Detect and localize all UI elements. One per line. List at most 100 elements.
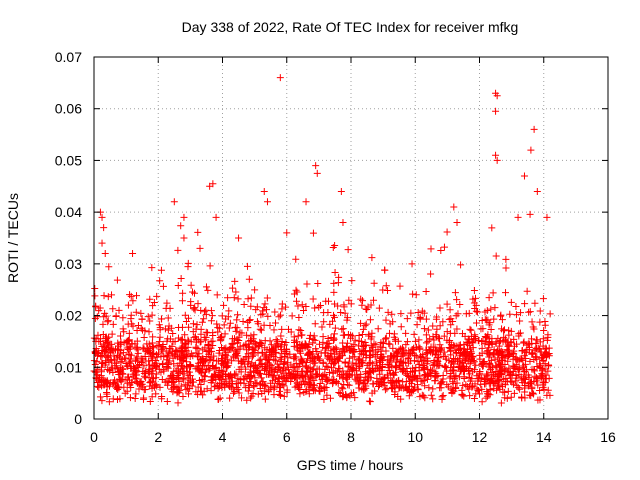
data-point: [100, 292, 108, 300]
data-point: [100, 313, 108, 321]
data-point: [322, 344, 330, 352]
data-point: [502, 377, 510, 385]
data-point: [244, 350, 252, 358]
data-point: [197, 330, 205, 338]
data-point: [538, 372, 546, 380]
data-point: [265, 356, 273, 364]
data-point: [539, 335, 547, 343]
data-point: [280, 382, 288, 390]
data-point: [99, 330, 107, 338]
data-point: [498, 316, 506, 324]
data-point: [146, 295, 154, 303]
data-point: [337, 309, 345, 317]
data-point: [545, 361, 553, 369]
data-point: [412, 291, 420, 299]
data-point: [255, 369, 263, 377]
data-point: [214, 324, 222, 332]
data-point: [453, 379, 461, 387]
data-point: [148, 264, 156, 272]
data-point: [126, 345, 134, 353]
data-point: [235, 337, 243, 345]
data-point: [238, 329, 246, 337]
data-point: [451, 289, 459, 297]
x-tick-label: 10: [407, 429, 423, 445]
data-point: [243, 375, 251, 383]
data-point: [117, 338, 125, 346]
data-point: [361, 373, 369, 381]
data-point: [261, 366, 269, 374]
data-point: [272, 342, 280, 350]
data-point: [429, 322, 437, 330]
data-point: [526, 308, 534, 316]
data-point: [200, 333, 208, 341]
data-point: [184, 343, 192, 351]
data-point: [455, 347, 463, 355]
data-point: [270, 326, 278, 334]
data-point: [323, 340, 331, 348]
data-point: [418, 307, 426, 315]
data-point: [98, 213, 106, 221]
data-point: [309, 229, 317, 237]
data-point: [170, 360, 178, 368]
data-point: [129, 322, 137, 330]
data-point: [335, 389, 343, 397]
data-point: [334, 302, 342, 310]
data-point: [389, 318, 397, 326]
data-point: [400, 366, 408, 374]
data-point: [277, 332, 285, 340]
data-point: [358, 346, 366, 354]
data-point: [357, 338, 365, 346]
data-point: [331, 242, 339, 250]
x-tick-label: 14: [536, 429, 552, 445]
data-point: [478, 344, 486, 352]
data-point: [340, 348, 348, 356]
data-point: [131, 340, 139, 348]
data-point: [259, 349, 267, 357]
data-point: [132, 308, 140, 316]
data-point: [195, 377, 203, 385]
data-point: [316, 356, 324, 364]
data-point: [510, 347, 518, 355]
data-point: [487, 325, 495, 333]
data-point: [344, 246, 352, 254]
data-point: [203, 353, 211, 361]
data-point: [368, 333, 376, 341]
data-point: [276, 74, 284, 82]
data-point: [309, 350, 317, 358]
data-point: [443, 328, 451, 336]
data-point: [506, 368, 514, 376]
data-point: [407, 374, 415, 382]
data-point: [398, 344, 406, 352]
data-point: [206, 262, 214, 270]
data-point: [370, 279, 378, 287]
data-point: [539, 379, 547, 387]
data-point: [476, 374, 484, 382]
x-tick-label: 4: [219, 429, 227, 445]
data-point: [99, 341, 107, 349]
data-point: [443, 228, 451, 236]
data-point: [397, 310, 405, 318]
data-point: [443, 381, 451, 389]
data-point: [454, 310, 462, 318]
data-point: [111, 379, 119, 387]
data-point: [288, 312, 296, 320]
data-point: [488, 368, 496, 376]
data-point: [492, 151, 500, 159]
data-point: [450, 341, 458, 349]
data-point: [490, 315, 498, 323]
data-point: [365, 360, 373, 368]
data-point: [473, 385, 481, 393]
data-point: [232, 370, 240, 378]
data-point: [523, 366, 531, 374]
data-point: [164, 314, 172, 322]
data-point: [526, 210, 534, 218]
data-point: [355, 357, 363, 365]
data-point: [451, 329, 459, 337]
data-point: [148, 311, 156, 319]
data-point: [225, 345, 233, 353]
data-point: [104, 317, 112, 325]
data-point: [472, 361, 480, 369]
data-point: [339, 325, 347, 333]
data-point: [257, 311, 265, 319]
data-point: [226, 319, 234, 327]
